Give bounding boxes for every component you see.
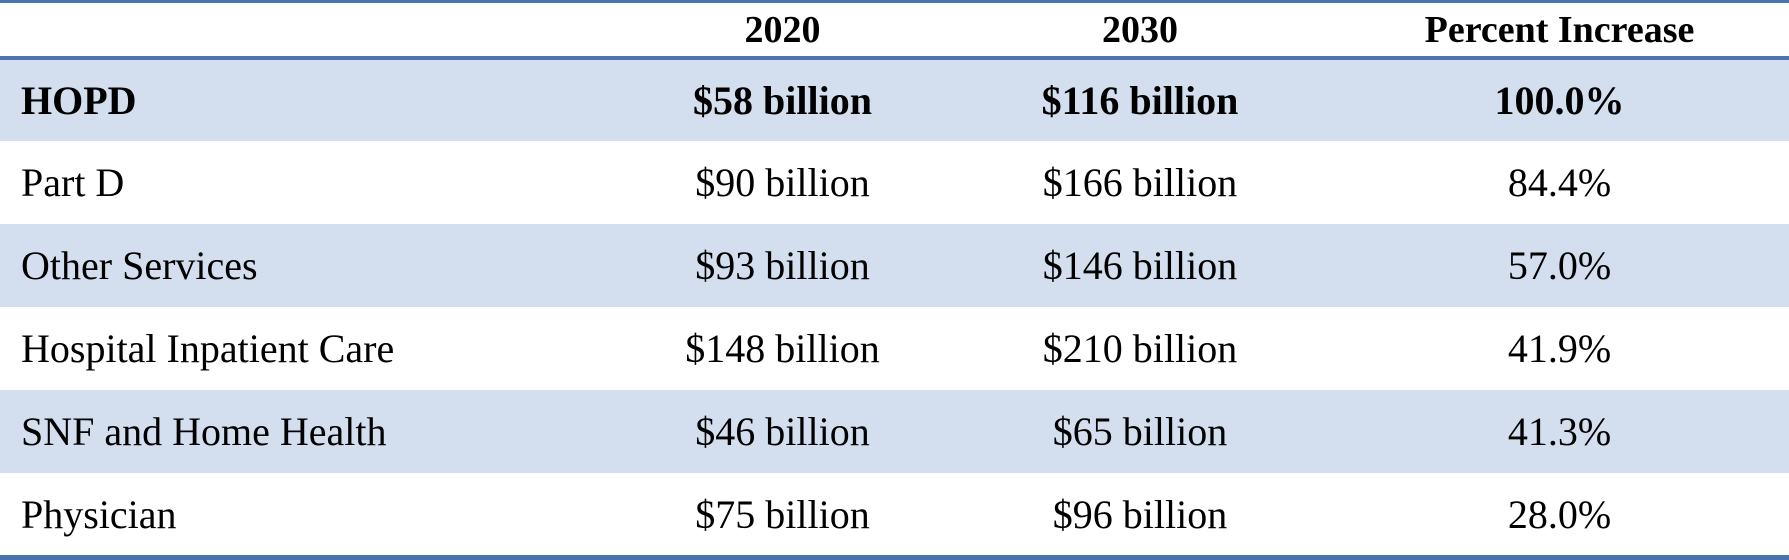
row-2030-value: $146 billion <box>1042 242 1238 288</box>
table-row-part-d: Part D $90 billion $166 billion 84.4% <box>0 141 1789 224</box>
row-2030-value: $210 billion <box>1042 325 1238 371</box>
row-category: Part D <box>21 159 125 205</box>
row-2020-value: $75 billion <box>695 491 870 537</box>
row-category: Hospital Inpatient Care <box>21 325 395 371</box>
row-category: Physician <box>21 491 177 537</box>
table-row-hospital-inpatient-care: Hospital Inpatient Care $148 billion $21… <box>0 307 1789 390</box>
header-category <box>0 3 615 60</box>
row-2020-value: $148 billion <box>685 325 880 371</box>
row-2020-value: $46 billion <box>695 408 870 454</box>
row-2020-value: $93 billion <box>695 242 870 288</box>
row-percent-increase: 100.0% <box>1494 77 1625 123</box>
header-row: 2020 2030 Percent Increase <box>0 3 1789 60</box>
row-category: HOPD <box>21 77 137 123</box>
row-percent-increase: 28.0% <box>1507 491 1612 537</box>
table-row-hopd: HOPD $58 billion $116 billion 100.0% <box>0 58 1789 141</box>
row-2030-value: $116 billion <box>1041 77 1239 123</box>
row-percent-increase: 41.3% <box>1507 408 1612 454</box>
table-row-other-services: Other Services $93 billion $146 billion … <box>0 224 1789 307</box>
row-2030-value: $65 billion <box>1052 408 1228 454</box>
spending-table: 2020 2030 Percent Increase HOPD $58 bill… <box>0 3 1789 556</box>
row-2020-value: $58 billion <box>693 77 872 123</box>
row-2030-value: $166 billion <box>1042 159 1238 205</box>
header-percent-increase: Percent Increase <box>1330 3 1789 60</box>
header-2030: 2030 <box>950 3 1330 60</box>
row-2030-value: $96 billion <box>1052 491 1228 537</box>
row-2020-value: $90 billion <box>695 159 870 205</box>
row-percent-increase: 84.4% <box>1507 159 1612 205</box>
row-percent-increase: 57.0% <box>1507 242 1612 288</box>
header-2020: 2020 <box>615 3 950 60</box>
table-row-physician: Physician $75 billion $96 billion 28.0% <box>0 473 1789 556</box>
row-category: SNF and Home Health <box>21 408 387 454</box>
row-percent-increase: 41.9% <box>1507 325 1612 371</box>
table-row-snf-and-home-health: SNF and Home Health $46 billion $65 bill… <box>0 390 1789 473</box>
row-category: Other Services <box>21 242 258 288</box>
